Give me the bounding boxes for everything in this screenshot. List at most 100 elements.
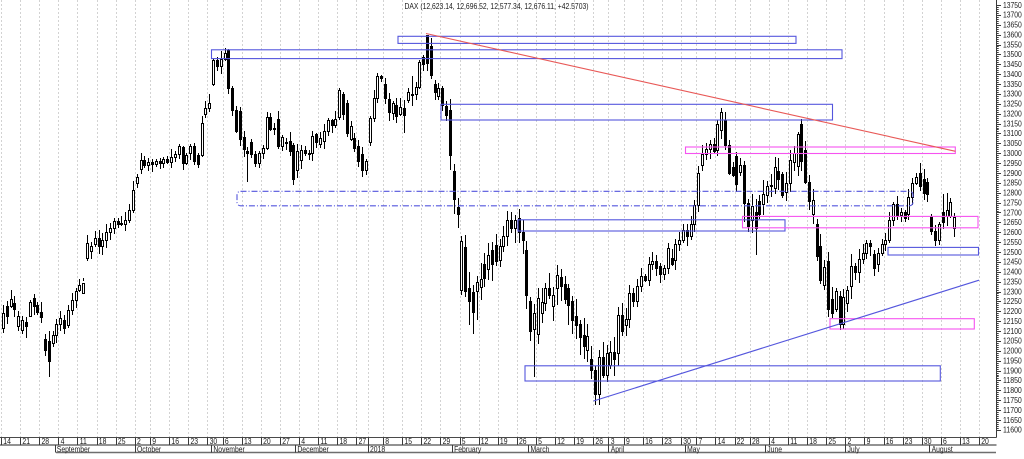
svg-text:13450: 13450 [1003,60,1022,69]
svg-text:2018: 2018 [370,445,386,454]
svg-text:12300: 12300 [1003,287,1022,296]
svg-text:3: 3 [611,437,615,446]
svg-text:30: 30 [924,437,932,446]
svg-text:13700: 13700 [1003,11,1022,20]
svg-text:9: 9 [152,437,156,446]
svg-text:12: 12 [557,437,565,446]
svg-text:12850: 12850 [1003,179,1022,188]
svg-text:12150: 12150 [1003,317,1022,326]
svg-text:12700: 12700 [1003,208,1022,217]
svg-text:13750: 13750 [1003,1,1022,10]
svg-text:28: 28 [752,437,760,446]
svg-text:13100: 13100 [1003,129,1022,138]
svg-text:21: 21 [22,437,30,446]
svg-text:12400: 12400 [1003,268,1022,277]
svg-text:11: 11 [80,437,88,446]
svg-text:12000: 12000 [1003,347,1022,356]
svg-text:11850: 11850 [1003,376,1022,385]
svg-text:11: 11 [320,437,328,446]
svg-text:27: 27 [359,437,367,446]
svg-text:14: 14 [718,437,726,446]
svg-text:September: September [57,445,91,454]
svg-text:16: 16 [171,437,179,446]
svg-text:25: 25 [118,437,126,446]
svg-text:12650: 12650 [1003,218,1022,227]
svg-text:12750: 12750 [1003,198,1022,207]
svg-text:13200: 13200 [1003,110,1022,119]
svg-text:12450: 12450 [1003,258,1022,267]
svg-text:12550: 12550 [1003,238,1022,247]
svg-text:October: October [137,445,161,454]
svg-text:5: 5 [462,437,466,446]
svg-text:23: 23 [191,437,199,446]
svg-text:23: 23 [905,437,913,446]
svg-text:5: 5 [538,437,542,446]
svg-text:December: December [297,445,329,454]
svg-text:13350: 13350 [1003,80,1022,89]
svg-text:13000: 13000 [1003,149,1022,158]
svg-text:26: 26 [595,437,603,446]
svg-text:June: June [767,445,782,454]
svg-text:27: 27 [282,437,290,446]
svg-text:18: 18 [340,437,348,446]
svg-text:13650: 13650 [1003,21,1022,30]
svg-text:12800: 12800 [1003,189,1022,198]
svg-text:August: August [932,445,954,454]
svg-text:13550: 13550 [1003,40,1022,49]
svg-text:11: 11 [790,437,798,446]
svg-text:12250: 12250 [1003,297,1022,306]
svg-text:9: 9 [626,437,630,446]
svg-text:13: 13 [244,437,252,446]
svg-text:22: 22 [737,437,745,446]
svg-text:13: 13 [962,437,970,446]
svg-text:30: 30 [210,437,218,446]
svg-text:8: 8 [385,437,389,446]
svg-text:18: 18 [809,437,817,446]
svg-text:March: March [531,445,550,454]
svg-text:13400: 13400 [1003,70,1022,79]
svg-text:May: May [687,445,700,454]
svg-text:26: 26 [519,437,527,446]
svg-text:6: 6 [225,437,229,446]
svg-text:25: 25 [828,437,836,446]
svg-text:13500: 13500 [1003,50,1022,59]
svg-text:16: 16 [645,437,653,446]
svg-text:14: 14 [3,437,11,446]
svg-text:13600: 13600 [1003,30,1022,39]
svg-text:29: 29 [443,437,451,446]
svg-text:12100: 12100 [1003,327,1022,336]
svg-text:April: April [611,445,625,454]
svg-text:12050: 12050 [1003,337,1022,346]
svg-text:12500: 12500 [1003,248,1022,257]
svg-text:20: 20 [981,437,989,446]
svg-text:12900: 12900 [1003,169,1022,178]
svg-text:12200: 12200 [1003,307,1022,316]
svg-text:12600: 12600 [1003,228,1022,237]
svg-text:19: 19 [576,437,584,446]
svg-text:February: February [454,445,481,454]
svg-text:4: 4 [61,437,65,446]
svg-text:13050: 13050 [1003,139,1022,148]
svg-text:13150: 13150 [1003,119,1022,128]
svg-text:November: November [213,445,245,454]
svg-text:9: 9 [867,437,871,446]
svg-text:20: 20 [263,437,271,446]
svg-text:4: 4 [301,437,305,446]
svg-text:7: 7 [699,437,703,446]
svg-text:4: 4 [771,437,775,446]
svg-text:11700: 11700 [1003,406,1022,415]
svg-text:11750: 11750 [1003,396,1022,405]
svg-text:2: 2 [137,437,141,446]
svg-text:11950: 11950 [1003,357,1022,366]
svg-text:23: 23 [664,437,672,446]
svg-text:22: 22 [424,437,432,446]
svg-text:12: 12 [481,437,489,446]
svg-text:30: 30 [683,437,691,446]
svg-text:11800: 11800 [1003,386,1022,395]
svg-text:6: 6 [943,437,947,446]
svg-text:11600: 11600 [1003,426,1022,435]
svg-text:15: 15 [404,437,412,446]
svg-text:28: 28 [42,437,50,446]
svg-text:12950: 12950 [1003,159,1022,168]
svg-text:11900: 11900 [1003,366,1022,375]
